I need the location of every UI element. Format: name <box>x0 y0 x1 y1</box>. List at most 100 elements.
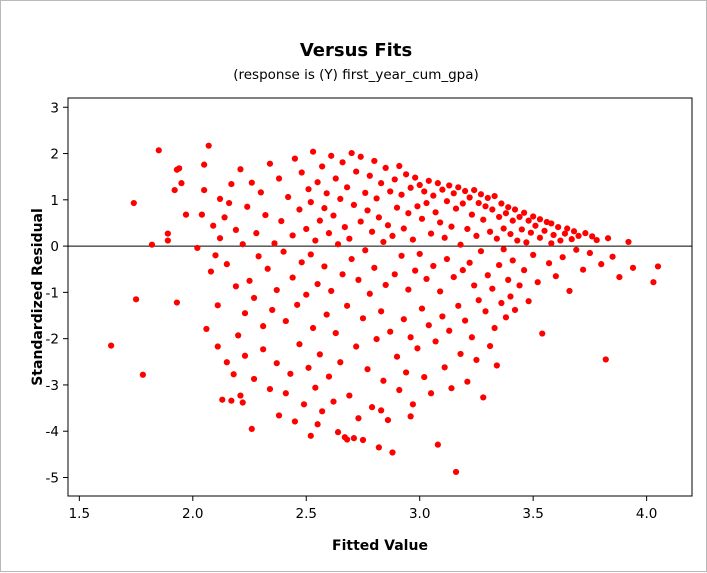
data-point <box>296 206 303 213</box>
data-point <box>341 224 348 231</box>
data-point <box>541 227 548 234</box>
data-point <box>482 308 489 315</box>
data-point <box>409 236 417 243</box>
data-point <box>362 247 369 254</box>
data-point <box>473 232 480 240</box>
data-point <box>266 160 274 167</box>
data-point <box>237 392 244 399</box>
y-tick-label: -5 <box>46 470 59 486</box>
data-point <box>368 404 376 411</box>
data-point <box>319 408 326 415</box>
data-point <box>273 286 280 294</box>
data-point <box>500 246 507 253</box>
data-point <box>282 390 289 397</box>
data-point <box>368 228 376 235</box>
data-point <box>343 436 351 443</box>
data-point <box>516 213 523 221</box>
data-point <box>439 313 446 320</box>
data-point <box>375 214 382 221</box>
data-point <box>484 194 491 202</box>
x-tick-label: 4.0 <box>636 506 657 522</box>
data-point <box>282 317 289 325</box>
data-point <box>337 195 344 202</box>
data-point <box>348 255 355 263</box>
data-point <box>384 222 392 229</box>
data-point <box>604 235 612 242</box>
y-tick-label: -4 <box>46 424 59 440</box>
data-point <box>232 226 240 233</box>
data-point <box>400 316 407 323</box>
data-point <box>557 237 564 244</box>
data-point <box>132 296 140 303</box>
data-point <box>457 350 464 358</box>
data-point <box>321 263 328 270</box>
data-point <box>269 306 276 314</box>
data-point <box>482 203 489 210</box>
data-point <box>498 299 505 307</box>
y-tick-label: 2 <box>50 147 59 163</box>
data-point <box>425 177 432 184</box>
data-point <box>250 294 258 302</box>
data-point <box>545 260 553 267</box>
data-point <box>402 171 410 178</box>
data-point <box>373 195 380 202</box>
data-point <box>266 385 274 393</box>
data-point <box>362 189 369 196</box>
data-point <box>294 301 301 308</box>
data-point <box>216 195 224 202</box>
data-point <box>139 371 146 378</box>
x-tick-label: 2.0 <box>182 506 203 522</box>
data-point <box>407 334 414 341</box>
data-point <box>155 147 162 154</box>
data-point <box>432 209 439 216</box>
data-point <box>387 188 394 195</box>
data-point <box>448 385 455 392</box>
data-point <box>461 187 469 195</box>
data-point <box>305 364 312 371</box>
data-point <box>212 252 219 259</box>
data-point <box>226 199 233 207</box>
data-point <box>380 238 387 246</box>
data-point <box>505 204 512 211</box>
data-point <box>314 179 321 186</box>
data-point <box>452 468 460 476</box>
data-point <box>262 211 269 219</box>
data-point <box>378 407 385 414</box>
data-point <box>241 310 249 317</box>
data-point <box>518 226 525 233</box>
data-point <box>384 417 392 424</box>
data-point <box>328 287 335 295</box>
data-point <box>328 152 335 159</box>
data-point <box>527 229 534 236</box>
data-point <box>505 276 512 283</box>
data-point <box>412 174 419 181</box>
data-point <box>455 184 462 191</box>
data-point <box>602 356 609 363</box>
data-point <box>441 364 448 371</box>
data-point <box>480 216 487 223</box>
data-point <box>389 449 396 456</box>
data-point <box>398 252 405 259</box>
data-point <box>409 401 417 408</box>
data-point <box>448 223 455 230</box>
data-point <box>414 203 421 210</box>
data-point <box>507 230 514 238</box>
data-point <box>201 161 208 168</box>
data-point <box>550 231 557 239</box>
data-point <box>291 155 299 162</box>
data-point <box>287 370 294 377</box>
data-point <box>491 324 498 332</box>
data-point <box>418 215 426 222</box>
data-point <box>446 327 453 334</box>
data-point <box>298 259 305 266</box>
data-point <box>502 314 510 321</box>
data-point <box>253 230 260 237</box>
data-point <box>307 251 314 258</box>
data-point <box>319 163 326 170</box>
data-point <box>598 261 605 268</box>
x-tick-label: 3.5 <box>522 506 543 522</box>
data-point <box>314 421 321 428</box>
data-point <box>489 285 496 292</box>
data-point <box>532 222 539 229</box>
data-point <box>248 179 255 186</box>
